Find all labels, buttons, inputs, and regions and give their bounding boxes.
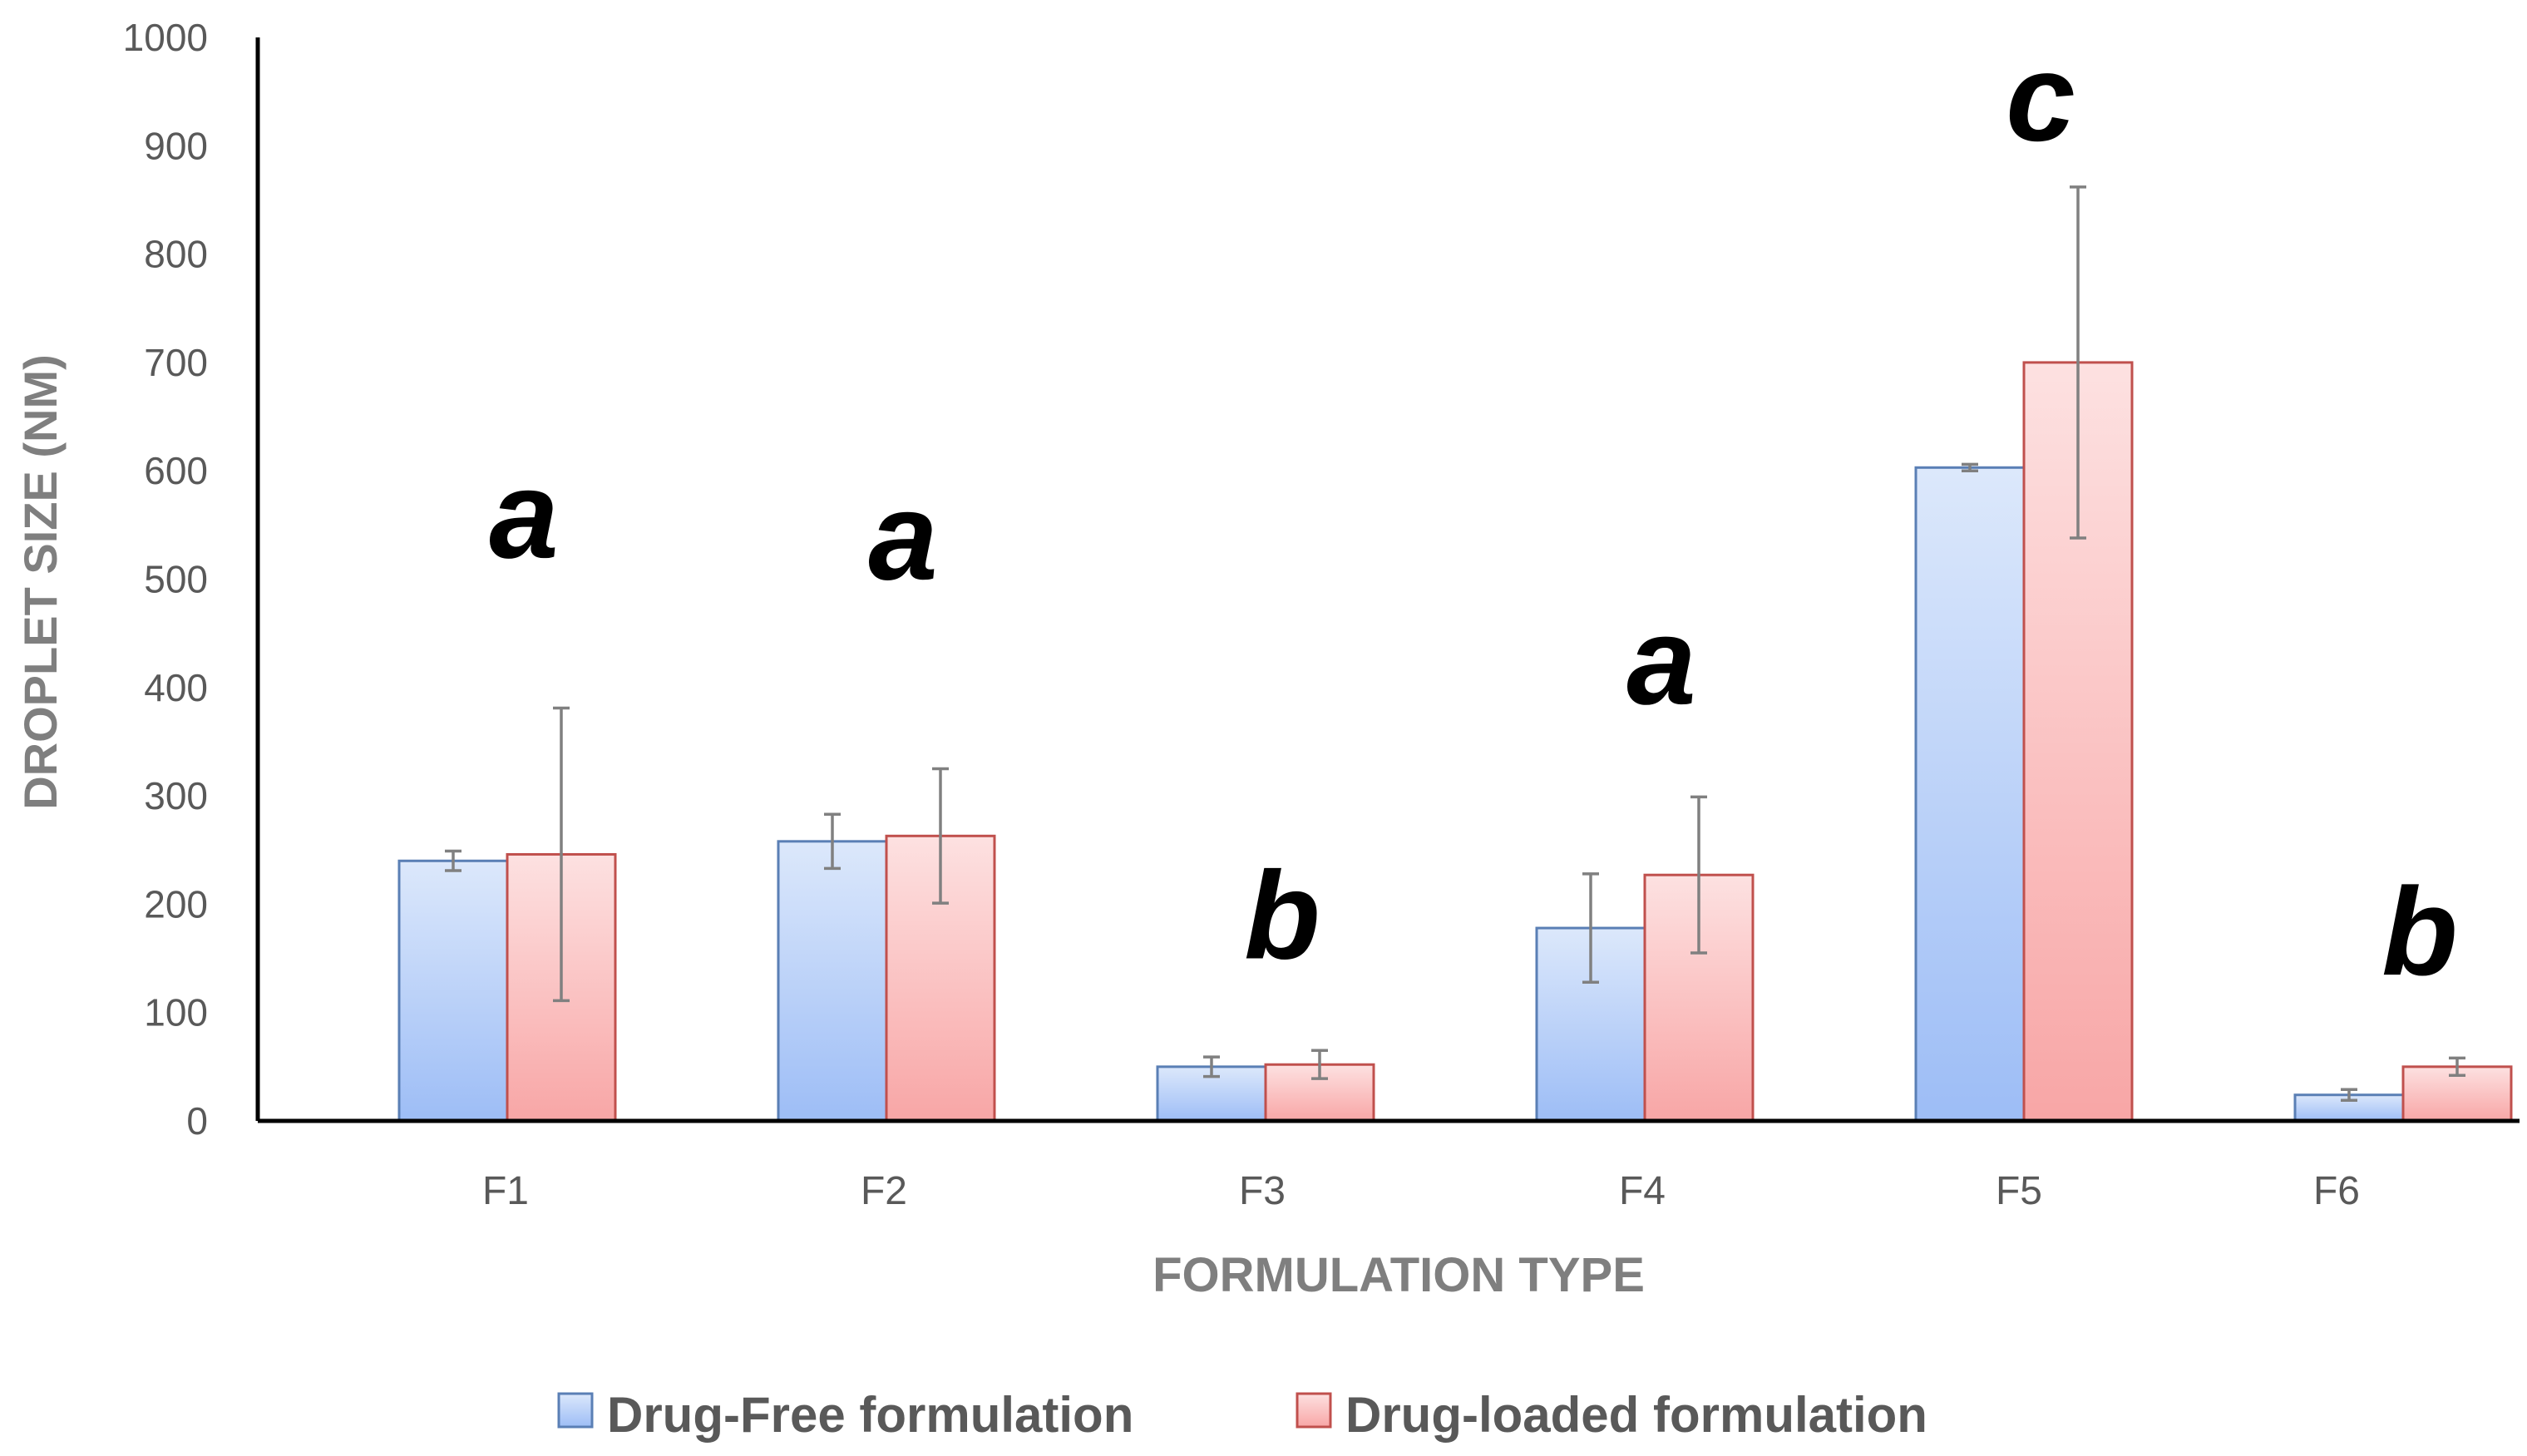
y-tick-label: 200 [144,882,208,925]
error-bar-f5-drug-loaded [2070,185,2086,540]
error-bar-f6-drug-free [2341,1088,2357,1102]
y-tick-label: 0 [186,1099,208,1143]
error-bar-f3-drug-loaded [1311,1049,1328,1080]
annotation-f4: a [1626,590,1695,730]
error-bar-f3-drug-free [1203,1055,1220,1078]
error-bar-f1-drug-loaded [553,706,570,1003]
y-tick-label: 800 [144,233,208,276]
y-axis-ticks: 0 100 200 300 400 500 600 700 800 900 1000 [123,16,208,1143]
bar-f1-drug-free [397,859,509,1123]
annotation-f2: a [868,466,937,606]
x-tick-label-f6: F6 [2313,1169,2360,1213]
x-tick-label-f2: F2 [861,1169,907,1213]
legend-swatch-drug-free [557,1392,594,1429]
error-bar-f5-drug-free [1962,462,1978,472]
y-tick-label: 600 [144,449,208,492]
y-tick-label: 100 [144,991,208,1034]
annotation-f5: c [2006,27,2075,167]
bar-f2-drug-free [777,840,888,1123]
x-tick-label-f4: F4 [1619,1169,1666,1213]
legend-label-drug-free: Drug-Free formulation [607,1387,1133,1443]
y-tick-label: 900 [144,124,208,167]
significance-letters: a a b a c b [489,27,2458,1001]
annotation-f6: b [2381,861,2458,1001]
y-axis-title: DROPLET SIZE (NM) [14,354,67,810]
legend: Drug-Free formulation Drug-loaded formul… [557,1387,1927,1443]
x-tick-label-f3: F3 [1239,1169,1286,1213]
error-bar-f6-drug-loaded [2449,1056,2465,1078]
bars [397,361,2513,1123]
x-axis-title: FORMULATION TYPE [1152,1248,1645,1302]
x-tick-label-f5: F5 [1996,1169,2042,1213]
error-bars [445,185,2465,1102]
y-tick-label: 500 [144,558,208,601]
error-bar-f4-drug-loaded [1690,795,1707,955]
legend-swatch-drug-loaded [1296,1392,1332,1429]
error-bar-f2-drug-loaded [932,767,949,905]
legend-label-drug-loaded: Drug-loaded formulation [1345,1387,1927,1443]
error-bar-f4-drug-free [1582,872,1599,984]
axes [255,37,2520,1123]
bar-f5-drug-free [1914,466,2026,1123]
x-axis-ticks: F1 F2 F3 F4 F5 F6 [482,1169,2360,1213]
y-tick-label: 700 [144,341,208,384]
bar-f3-drug-loaded [1264,1063,1375,1123]
y-tick-label: 300 [144,774,208,817]
error-bar-f1-drug-free [445,849,461,872]
annotation-f1: a [489,444,558,584]
error-bar-f2-drug-free [824,812,841,871]
y-tick-label: 1000 [123,16,208,59]
annotation-f3: b [1244,846,1320,985]
x-tick-label-f1: F1 [482,1169,529,1213]
y-tick-label: 400 [144,666,208,709]
